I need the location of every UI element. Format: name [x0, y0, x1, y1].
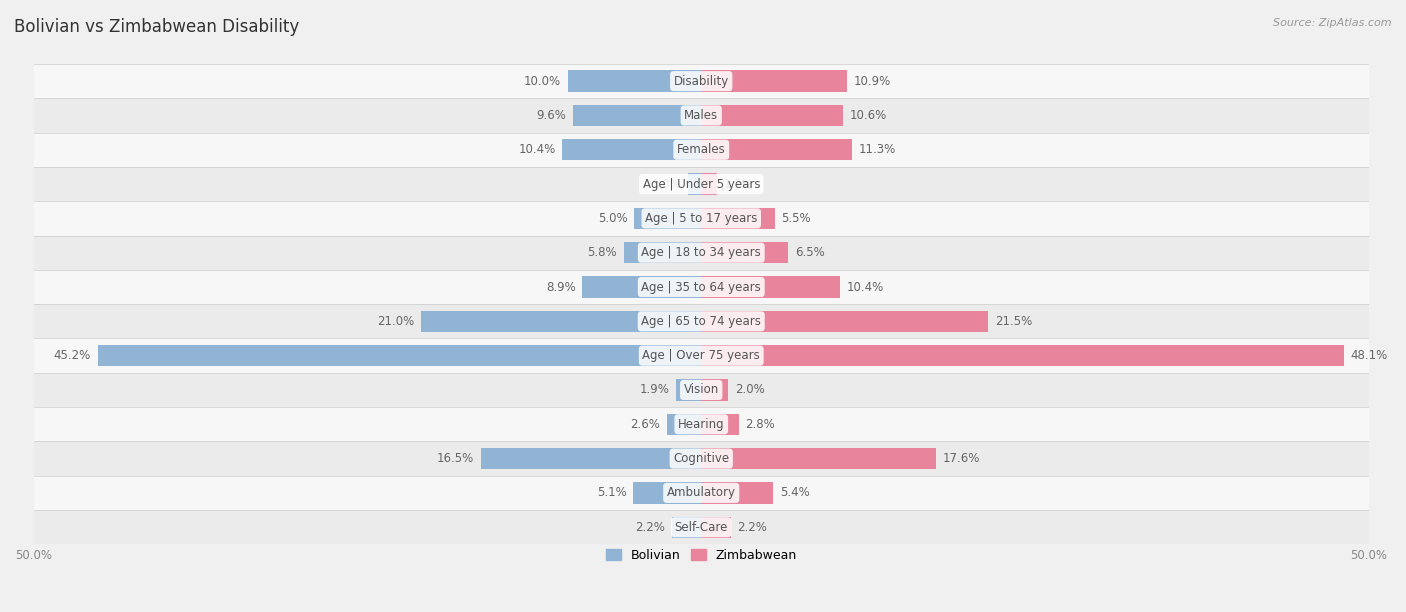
- Text: Source: ZipAtlas.com: Source: ZipAtlas.com: [1274, 18, 1392, 28]
- Bar: [702, 207, 775, 229]
- Bar: [568, 70, 702, 92]
- Bar: [624, 242, 702, 263]
- Bar: [562, 139, 702, 160]
- Bar: [702, 277, 841, 297]
- Text: 17.6%: 17.6%: [943, 452, 980, 465]
- Bar: [34, 373, 1369, 407]
- Text: Age | 18 to 34 years: Age | 18 to 34 years: [641, 246, 761, 259]
- Text: 1.0%: 1.0%: [651, 177, 682, 190]
- Bar: [582, 277, 702, 297]
- Text: 10.4%: 10.4%: [846, 280, 884, 294]
- Bar: [666, 414, 702, 435]
- Bar: [688, 173, 702, 195]
- Bar: [633, 482, 702, 504]
- Bar: [34, 476, 1369, 510]
- Text: 11.3%: 11.3%: [859, 143, 896, 156]
- Bar: [34, 167, 1369, 201]
- Text: Age | 35 to 64 years: Age | 35 to 64 years: [641, 280, 761, 294]
- Text: Ambulatory: Ambulatory: [666, 487, 735, 499]
- Text: Self-Care: Self-Care: [675, 521, 728, 534]
- Text: 21.0%: 21.0%: [377, 315, 415, 328]
- Text: Males: Males: [685, 109, 718, 122]
- Text: Age | Under 5 years: Age | Under 5 years: [643, 177, 761, 190]
- Text: 10.6%: 10.6%: [849, 109, 887, 122]
- Text: Disability: Disability: [673, 75, 728, 88]
- Text: Females: Females: [676, 143, 725, 156]
- Text: 45.2%: 45.2%: [53, 349, 91, 362]
- Text: Age | 5 to 17 years: Age | 5 to 17 years: [645, 212, 758, 225]
- Bar: [702, 311, 988, 332]
- Bar: [702, 139, 852, 160]
- Bar: [34, 304, 1369, 338]
- Bar: [702, 414, 738, 435]
- Bar: [702, 345, 1344, 366]
- Bar: [702, 482, 773, 504]
- Text: 9.6%: 9.6%: [537, 109, 567, 122]
- Text: 10.9%: 10.9%: [853, 75, 891, 88]
- Bar: [676, 379, 702, 401]
- Text: Hearing: Hearing: [678, 418, 724, 431]
- Bar: [34, 407, 1369, 441]
- Text: 2.2%: 2.2%: [737, 521, 768, 534]
- Text: Bolivian vs Zimbabwean Disability: Bolivian vs Zimbabwean Disability: [14, 18, 299, 36]
- Text: 10.4%: 10.4%: [519, 143, 555, 156]
- Text: Vision: Vision: [683, 384, 718, 397]
- Bar: [702, 105, 842, 126]
- Text: 16.5%: 16.5%: [437, 452, 474, 465]
- Text: 5.5%: 5.5%: [782, 212, 811, 225]
- Text: 2.6%: 2.6%: [630, 418, 659, 431]
- Bar: [702, 517, 731, 538]
- Text: 5.4%: 5.4%: [780, 487, 810, 499]
- Legend: Bolivian, Zimbabwean: Bolivian, Zimbabwean: [600, 544, 801, 567]
- Text: 5.0%: 5.0%: [598, 212, 628, 225]
- Bar: [34, 64, 1369, 99]
- Text: 8.9%: 8.9%: [546, 280, 575, 294]
- Text: 48.1%: 48.1%: [1350, 349, 1388, 362]
- Bar: [97, 345, 702, 366]
- Text: 2.0%: 2.0%: [735, 384, 765, 397]
- Bar: [34, 270, 1369, 304]
- Text: 21.5%: 21.5%: [995, 315, 1032, 328]
- Bar: [34, 201, 1369, 236]
- Text: Age | Over 75 years: Age | Over 75 years: [643, 349, 761, 362]
- Text: 5.8%: 5.8%: [588, 246, 617, 259]
- Bar: [702, 70, 846, 92]
- Bar: [702, 173, 717, 195]
- Bar: [420, 311, 702, 332]
- Bar: [34, 133, 1369, 167]
- Text: Age | 65 to 74 years: Age | 65 to 74 years: [641, 315, 761, 328]
- Text: 6.5%: 6.5%: [794, 246, 824, 259]
- Bar: [34, 510, 1369, 545]
- Bar: [34, 338, 1369, 373]
- Bar: [34, 441, 1369, 476]
- Bar: [702, 448, 936, 469]
- Text: 2.2%: 2.2%: [636, 521, 665, 534]
- Bar: [702, 242, 787, 263]
- Bar: [481, 448, 702, 469]
- Bar: [634, 207, 702, 229]
- Text: 1.9%: 1.9%: [640, 384, 669, 397]
- Text: Cognitive: Cognitive: [673, 452, 730, 465]
- Text: 5.1%: 5.1%: [596, 487, 627, 499]
- Bar: [574, 105, 702, 126]
- Text: 10.0%: 10.0%: [524, 75, 561, 88]
- Bar: [702, 379, 728, 401]
- Text: 1.2%: 1.2%: [724, 177, 754, 190]
- Bar: [34, 236, 1369, 270]
- Text: 2.8%: 2.8%: [745, 418, 775, 431]
- Bar: [34, 99, 1369, 133]
- Bar: [672, 517, 702, 538]
